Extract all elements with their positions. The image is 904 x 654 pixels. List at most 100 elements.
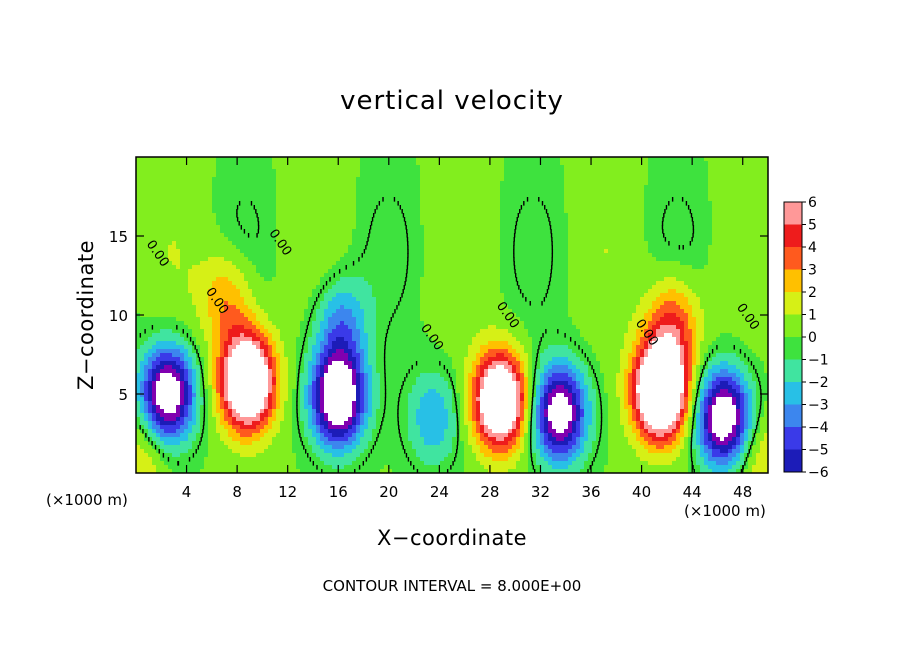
heat-cell xyxy=(236,221,241,226)
heat-cell xyxy=(424,205,429,210)
heat-cell xyxy=(652,225,657,230)
heat-cell xyxy=(372,201,377,206)
heat-cell xyxy=(664,169,669,174)
heat-cell xyxy=(280,189,285,194)
heat-cell xyxy=(304,173,309,178)
heat-cell xyxy=(240,177,245,182)
heat-cell xyxy=(224,273,229,278)
heat-cell xyxy=(588,197,593,202)
heat-cell xyxy=(152,197,157,202)
heat-cell xyxy=(160,237,165,242)
heat-cell xyxy=(340,277,345,282)
heat-cell xyxy=(412,273,417,278)
heat-cell xyxy=(412,165,417,170)
heat-cell xyxy=(416,221,421,226)
heat-cell xyxy=(348,237,353,242)
heat-cell xyxy=(480,221,485,226)
heat-cell xyxy=(624,217,629,222)
heat-cell xyxy=(152,201,157,206)
heat-cell xyxy=(664,245,669,250)
heat-cell xyxy=(296,169,301,174)
heat-cell xyxy=(548,233,553,238)
heat-cell xyxy=(344,197,349,202)
heat-cell xyxy=(604,209,609,214)
heat-cell xyxy=(532,261,537,266)
heat-cell xyxy=(496,181,501,186)
heat-cell xyxy=(472,161,477,166)
heat-cell xyxy=(376,245,381,250)
heat-cell xyxy=(444,253,449,258)
heat-cell xyxy=(240,173,245,178)
heat-cell xyxy=(732,209,737,214)
heat-cell xyxy=(220,257,225,262)
heat-cell xyxy=(484,201,489,206)
heat-cell xyxy=(684,257,689,262)
heat-cell xyxy=(732,237,737,242)
heat-cell xyxy=(588,233,593,238)
heat-cell xyxy=(392,173,397,178)
heat-cell xyxy=(748,185,753,190)
heat-cell xyxy=(252,221,257,226)
heat-cell xyxy=(448,277,453,282)
heat-cell xyxy=(344,181,349,186)
heat-cell xyxy=(232,253,237,258)
heat-cell xyxy=(456,225,461,230)
heat-cell xyxy=(676,201,681,206)
heat-cell xyxy=(552,237,557,242)
heat-cell xyxy=(708,201,713,206)
heat-cell xyxy=(376,265,381,270)
heat-cell xyxy=(664,233,669,238)
heat-cell xyxy=(460,193,465,198)
heat-cell xyxy=(344,281,349,286)
heat-cell xyxy=(228,189,233,194)
heat-cell xyxy=(220,205,225,210)
heat-cell xyxy=(324,245,329,250)
heat-cell xyxy=(244,281,249,286)
heat-cell xyxy=(736,265,741,270)
heat-cell xyxy=(276,281,281,286)
heat-cell xyxy=(716,205,721,210)
heat-cell xyxy=(148,241,153,246)
heat-cell xyxy=(380,249,385,254)
heat-cell xyxy=(580,209,585,214)
heat-cell xyxy=(572,265,577,270)
heat-cell xyxy=(632,229,637,234)
heat-cell xyxy=(588,229,593,234)
heat-cell xyxy=(500,241,505,246)
heat-cell xyxy=(348,201,353,206)
heat-cell xyxy=(180,169,185,174)
heat-cell xyxy=(312,209,317,214)
heat-cell xyxy=(136,249,141,254)
heat-cell xyxy=(580,189,585,194)
heat-cell xyxy=(232,189,237,194)
heat-cell xyxy=(268,217,273,222)
heat-cell xyxy=(524,173,529,178)
heat-cell xyxy=(316,249,321,254)
heat-cell xyxy=(144,269,149,274)
heat-cell xyxy=(760,165,765,170)
heat-cell xyxy=(352,217,357,222)
heat-cell xyxy=(336,217,341,222)
heat-cell xyxy=(676,205,681,210)
heat-cell xyxy=(580,277,585,282)
heat-cell xyxy=(208,197,213,202)
heat-cell xyxy=(588,273,593,278)
heat-cell xyxy=(664,197,669,202)
heat-cell xyxy=(596,229,601,234)
heat-cell xyxy=(304,165,309,170)
heat-cell xyxy=(308,249,313,254)
heat-cell xyxy=(508,209,513,214)
heat-cell xyxy=(320,229,325,234)
heat-cell xyxy=(712,225,717,230)
heat-cell xyxy=(332,233,337,238)
heat-cell xyxy=(340,189,345,194)
heat-cell xyxy=(436,157,441,162)
heat-cell xyxy=(140,161,145,166)
heat-cell xyxy=(584,221,589,226)
heat-cell xyxy=(744,245,749,250)
heat-cell xyxy=(656,193,661,198)
heat-cell xyxy=(384,205,389,210)
heat-cell xyxy=(164,237,169,242)
heat-cell xyxy=(260,241,265,246)
heat-cell xyxy=(440,193,445,198)
